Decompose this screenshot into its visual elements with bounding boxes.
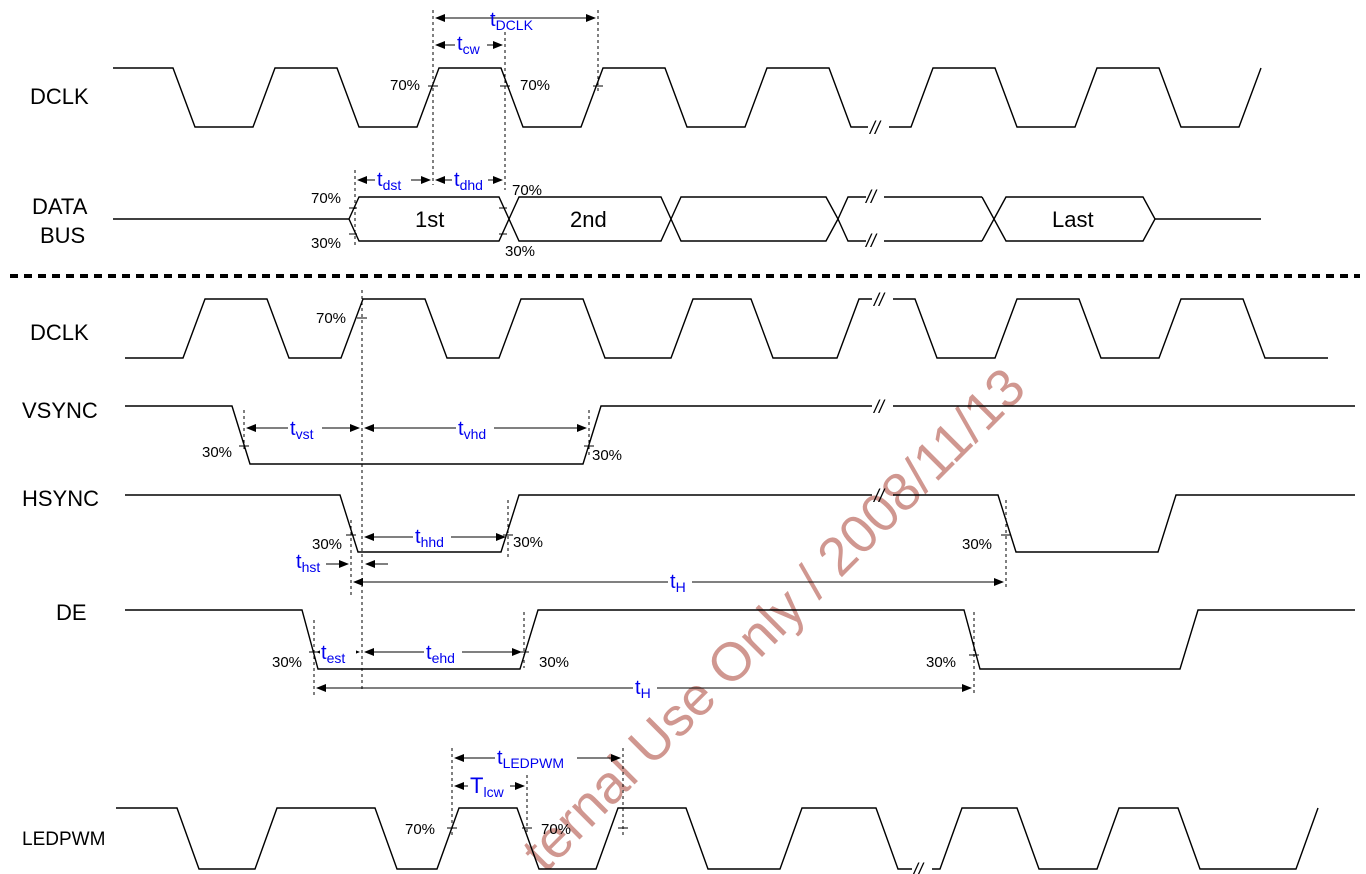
signal-label-de: DE (56, 600, 87, 625)
pct-label: 30% (962, 536, 992, 553)
signal-label-data: DATA (32, 194, 88, 219)
label-bg (495, 743, 577, 771)
th-de-label: tH (635, 677, 651, 701)
pct-label: 70% (405, 821, 435, 838)
label-bg (455, 30, 487, 56)
dclk-top-waveform-cont (889, 67, 1262, 128)
ledpwm-waveform (116, 807, 912, 870)
bus-label-2nd: 2nd (570, 207, 607, 232)
dclk-top-waveform (113, 67, 868, 128)
tdclk-label: tDCLK (490, 9, 534, 33)
hsync-waveform-cont (893, 494, 1355, 553)
data-bus-seg (981, 196, 995, 242)
watermark: ternal Use Only / 2008/11/13 (511, 357, 1037, 874)
label-bg (468, 770, 510, 800)
pct-label: 30% (311, 235, 341, 252)
break-mark: // (872, 290, 886, 310)
pct-label: 70% (512, 182, 542, 199)
break-mark: // (868, 118, 882, 138)
signal-label-dclk-bottom: DCLK (30, 320, 89, 345)
data-bus-slot-3rd (670, 196, 839, 242)
pct-label: 30% (513, 534, 543, 551)
pct-label: 70% (316, 310, 346, 327)
de-waveform (125, 609, 1355, 670)
break-mark: // (872, 486, 886, 506)
hsync-waveform (125, 494, 872, 553)
label-bg (456, 414, 494, 442)
pct-label: 30% (592, 447, 622, 464)
pct-label: 30% (539, 654, 569, 671)
pct-label: 70% (311, 190, 341, 207)
tdhd-label: tdhd (454, 169, 483, 193)
tehd-label: tehd (426, 642, 455, 666)
pct-label: 30% (202, 444, 232, 461)
dclk-bottom-waveform-cont (893, 298, 1328, 359)
pct-label: 30% (272, 654, 302, 671)
th-hsync-label: tH (670, 571, 686, 595)
bus-label-1st: 1st (415, 207, 444, 232)
label-bg (375, 164, 411, 192)
signal-label-bus: BUS (40, 223, 85, 248)
label-bg (320, 638, 356, 666)
signal-label-dclk-top: DCLK (30, 84, 89, 109)
signal-label-ledpwm: LEDPWM (22, 829, 105, 850)
ledpwm-waveform-cont (932, 807, 1319, 870)
tdst-label: tdst (377, 169, 401, 193)
bus-label-last: Last (1052, 207, 1094, 232)
break-mark: // (864, 231, 878, 251)
label-bg (424, 638, 462, 666)
signal-label-hsync: HSYNC (22, 486, 99, 511)
dclk-bottom-waveform (125, 298, 872, 359)
tcw-label: tcw (457, 33, 481, 57)
label-bg (668, 570, 692, 596)
test-label: test (321, 642, 345, 666)
label-bg (288, 414, 322, 442)
pct-label: 70% (390, 77, 420, 94)
data-bus-break-bottom (837, 218, 866, 242)
thst-label: thst (296, 551, 320, 575)
label-bg (452, 164, 488, 192)
signal-label-vsync: VSYNC (22, 398, 98, 423)
break-mark: // (911, 860, 925, 874)
tvhd-label: tvhd (458, 418, 486, 442)
pct-label: 30% (312, 536, 342, 553)
pct-label: 70% (520, 77, 550, 94)
tlcw-label: Tlcw (470, 773, 505, 800)
tvst-label: tvst (290, 418, 314, 442)
thhd-label: thhd (415, 526, 444, 550)
tledpwm-label: tLEDPWM (497, 747, 564, 771)
break-mark: // (872, 397, 886, 417)
pct-label: 30% (505, 243, 535, 260)
label-bg (413, 522, 451, 550)
vsync-waveform (125, 405, 872, 465)
pct-label: 70% (541, 821, 571, 838)
pct-label: 30% (926, 654, 956, 671)
data-bus-break-top (837, 196, 866, 220)
label-bg (633, 676, 657, 702)
break-mark: // (864, 187, 878, 207)
